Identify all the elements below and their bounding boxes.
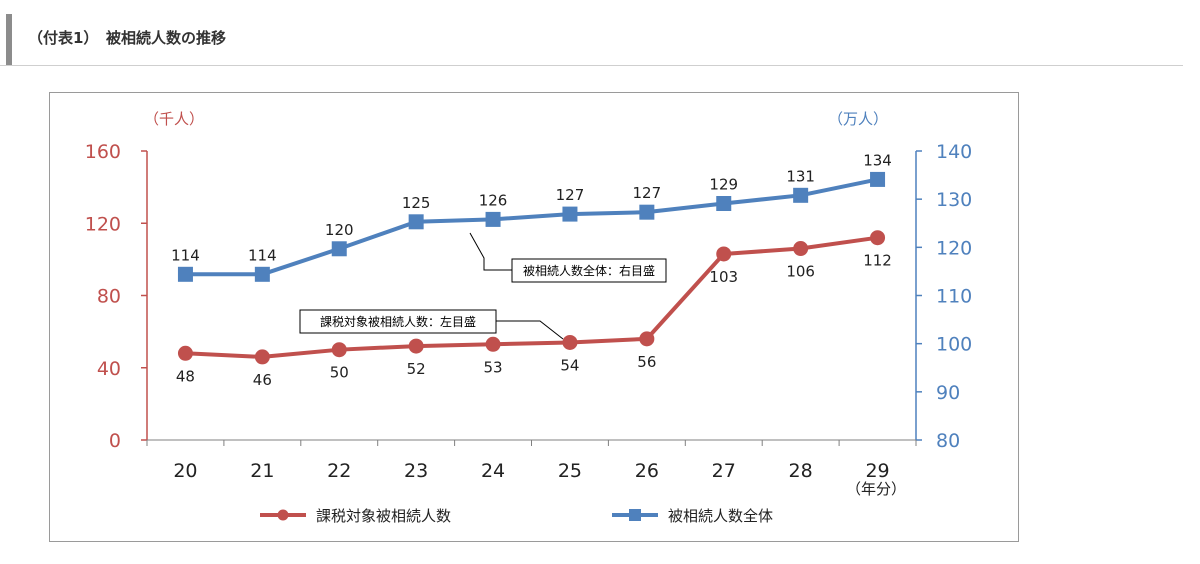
data-label-total: 127 bbox=[633, 184, 662, 202]
right-tick-label: 90 bbox=[936, 382, 960, 404]
callout-taxable-box bbox=[299, 309, 497, 334]
data-point-total bbox=[177, 266, 193, 282]
data-point-total bbox=[639, 204, 655, 220]
x-tick-label: 22 bbox=[327, 460, 351, 482]
data-label-total: 129 bbox=[709, 176, 738, 194]
data-point-total bbox=[716, 196, 732, 212]
x-tick-label: 27 bbox=[712, 460, 736, 482]
legend-item-total: 被相続人数全体 bbox=[610, 503, 773, 527]
x-tick-label: 24 bbox=[481, 460, 505, 482]
data-label-taxable: 103 bbox=[709, 268, 738, 286]
data-point-total bbox=[408, 214, 424, 230]
right-tick-label: 100 bbox=[936, 334, 972, 356]
legend-label-total: 被相続人数全体 bbox=[668, 506, 774, 525]
data-point-taxable bbox=[716, 246, 732, 262]
callout-taxable-text: 課税対象被相続人数：左目盛 bbox=[320, 314, 476, 329]
callout-taxable: 課税対象被相続人数：左目盛 bbox=[299, 309, 564, 340]
callout-taxable-leader bbox=[496, 320, 564, 340]
data-label-total: 114 bbox=[171, 246, 200, 264]
section-header: （付表1） 被相続人数の推移 bbox=[0, 14, 1183, 66]
x-tick-label: 26 bbox=[635, 460, 659, 482]
x-tick-label: 21 bbox=[250, 460, 274, 482]
x-tick-label: 20 bbox=[173, 460, 197, 482]
data-label-total: 126 bbox=[479, 191, 508, 209]
right-tick-label: 80 bbox=[936, 430, 960, 452]
data-point-taxable bbox=[331, 342, 347, 358]
data-label-taxable: 48 bbox=[176, 367, 195, 385]
data-label-total: 125 bbox=[402, 194, 431, 212]
right-tick-label: 120 bbox=[936, 237, 972, 259]
data-point-total bbox=[254, 266, 270, 282]
callout-total-text: 被相続人数全体：右目盛 bbox=[523, 263, 655, 278]
data-label-total: 131 bbox=[786, 167, 815, 185]
right-tick-label: 110 bbox=[936, 286, 972, 308]
data-label-taxable: 112 bbox=[863, 252, 892, 270]
left-tick-label: 0 bbox=[109, 430, 121, 452]
x-tick-label: 29 bbox=[865, 460, 889, 482]
x-tick-label: 25 bbox=[558, 460, 582, 482]
right-axis-unit: （万人） bbox=[828, 110, 888, 128]
data-point-total bbox=[485, 211, 501, 227]
right-tick-label: 140 bbox=[936, 141, 972, 163]
x-tick-label: 23 bbox=[404, 460, 428, 482]
data-label-total: 114 bbox=[248, 246, 277, 264]
data-label-total: 120 bbox=[325, 221, 354, 239]
left-tick-label: 40 bbox=[97, 358, 121, 380]
callout-total: 被相続人数全体：右目盛 bbox=[469, 232, 667, 283]
chart-frame bbox=[49, 92, 1019, 542]
data-label-taxable: 54 bbox=[560, 356, 579, 374]
data-point-taxable bbox=[254, 349, 270, 365]
data-label-taxable: 46 bbox=[253, 371, 272, 389]
series-line-taxable bbox=[185, 235, 878, 359]
data-point-taxable bbox=[562, 334, 578, 350]
data-point-total bbox=[331, 241, 347, 257]
data-point-taxable bbox=[793, 241, 809, 257]
data-label-taxable: 53 bbox=[484, 358, 503, 376]
data-point-taxable bbox=[408, 338, 424, 354]
left-tick-label: 120 bbox=[85, 213, 121, 235]
data-point-taxable bbox=[177, 345, 193, 361]
data-label-taxable: 50 bbox=[330, 364, 349, 382]
left-axis-unit: （千人） bbox=[144, 110, 204, 128]
data-point-total bbox=[870, 171, 886, 187]
data-label-taxable: 52 bbox=[407, 360, 426, 378]
right-tick-label: 130 bbox=[936, 189, 972, 211]
data-label-taxable: 106 bbox=[786, 263, 815, 281]
legend-label-taxable: 課税対象被相続人数 bbox=[316, 506, 452, 525]
left-tick-label: 80 bbox=[97, 286, 121, 308]
legend-swatch-total bbox=[612, 509, 658, 521]
x-axis-unit: （年分） bbox=[846, 480, 906, 498]
legend-swatch-taxable bbox=[260, 509, 306, 521]
callout-total-leader bbox=[469, 232, 512, 271]
page-title: （付表1） 被相続人数の推移 bbox=[28, 29, 226, 47]
callout-total-box bbox=[511, 258, 667, 283]
data-point-taxable bbox=[639, 331, 655, 347]
header-accent-bar bbox=[6, 14, 12, 65]
legend-item-taxable: 課税対象被相続人数 bbox=[258, 503, 451, 527]
series-line-total bbox=[185, 177, 878, 277]
data-label-total: 127 bbox=[556, 186, 585, 204]
left-tick-label: 160 bbox=[85, 141, 121, 163]
data-label-taxable: 56 bbox=[637, 353, 656, 371]
data-point-taxable bbox=[870, 230, 886, 246]
data-point-taxable bbox=[485, 336, 501, 352]
data-point-total bbox=[793, 187, 809, 203]
x-tick-label: 28 bbox=[789, 460, 813, 482]
data-point-total bbox=[562, 206, 578, 222]
data-label-total: 134 bbox=[863, 151, 892, 169]
